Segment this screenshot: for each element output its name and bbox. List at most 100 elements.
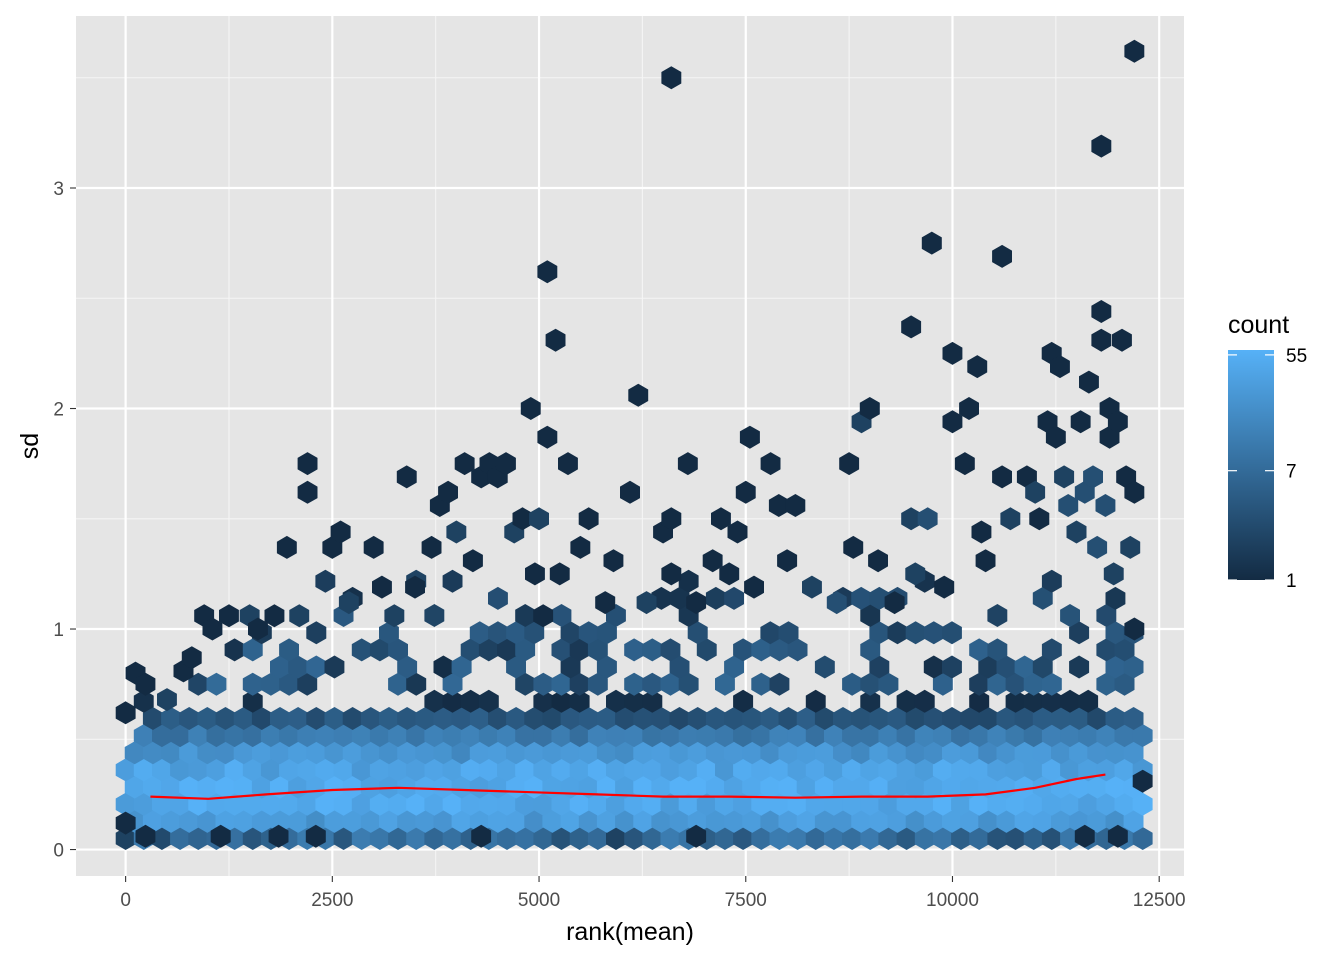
hexbin-cell <box>1091 134 1112 158</box>
hexbin-cell <box>715 758 735 782</box>
hexbin-cell <box>524 809 545 833</box>
hexbin-cell <box>1095 494 1116 517</box>
hexbin-cell <box>887 741 908 765</box>
hexbin-cell <box>512 507 533 531</box>
hexbin-cell <box>606 689 626 713</box>
hexbin-cell <box>978 741 999 765</box>
hexbin-cell <box>742 775 763 799</box>
hexbin-cell <box>369 792 390 816</box>
hexbin-cell <box>1123 655 1144 679</box>
hexbin-cell <box>975 549 996 573</box>
hexbin-cell <box>742 707 763 730</box>
hexbin-cell <box>469 621 490 645</box>
hexbin-cell <box>587 758 608 782</box>
hexbin-cell <box>306 809 327 833</box>
hexbin-cell <box>315 569 336 593</box>
hexbin-cell <box>715 672 735 696</box>
hexbin-cell <box>651 775 672 799</box>
hexbin-cell <box>923 707 944 730</box>
hexbin-cell <box>1032 809 1053 833</box>
hexbin-cell <box>860 604 881 627</box>
hexbin-cell <box>987 604 1008 627</box>
hexbin-cell <box>869 809 890 833</box>
hexbin-cell <box>551 724 572 748</box>
hexbin-cell <box>833 741 853 765</box>
hexbin-cell <box>996 707 1017 730</box>
hexbin-cell <box>415 775 436 799</box>
hexbin-cell <box>1023 724 1044 748</box>
hexbin-cell <box>224 724 245 748</box>
hexbin-cell <box>742 809 763 833</box>
hexbin-cell <box>642 827 663 850</box>
hexbin-cell <box>333 792 354 816</box>
hexbin-cell <box>851 586 872 610</box>
hexbin-cell <box>887 707 908 730</box>
hexbin-cell <box>351 638 372 662</box>
hexbin-cell <box>515 604 536 627</box>
trend-line-layer <box>150 773 1106 800</box>
hexbin-cell <box>805 724 826 748</box>
hexbin-cell <box>992 244 1012 268</box>
hexbin-cell <box>660 827 681 850</box>
x-axis-title: rank(mean) <box>566 918 694 946</box>
hexbin-cell <box>705 586 726 610</box>
hexbin-cell <box>369 724 390 748</box>
hexbin-cell <box>1074 480 1095 504</box>
hexbin-cell <box>1096 724 1117 748</box>
hexbin-cell <box>1023 672 1044 696</box>
hexbin-cell <box>406 758 427 782</box>
x-tick-label: 0 <box>120 890 131 911</box>
hexbin-cell <box>687 707 708 730</box>
hexbin-cell <box>733 689 754 713</box>
hexbin-cell <box>297 480 318 504</box>
hexbin-cell <box>778 775 799 799</box>
hexbin-cell <box>1041 689 1062 713</box>
hexbin-cell <box>545 328 566 352</box>
hexbin-cell <box>620 480 640 504</box>
hexbin-cell <box>905 809 926 833</box>
hexbin-cell <box>242 638 263 662</box>
hexbin-cell <box>560 809 581 833</box>
hexbin-cell <box>923 621 944 645</box>
hexbin-cell <box>595 591 616 615</box>
hexbin-cell <box>702 549 723 573</box>
hexbin-cell <box>1069 741 1090 765</box>
hexbin-cell <box>596 741 617 765</box>
hexbin-cell <box>115 758 136 782</box>
hexbin-cell <box>157 688 177 712</box>
hexbin-cell <box>276 535 297 559</box>
hexbin-cell <box>978 809 999 833</box>
hexbin-cell <box>497 792 517 816</box>
hexbin-cell <box>1054 465 1075 489</box>
hexbin-cell <box>260 724 281 748</box>
hexbin-cell <box>1105 707 1126 730</box>
hexbin-cell <box>342 707 363 730</box>
hexbin-cell <box>388 724 408 748</box>
hexbin-cell <box>351 792 372 816</box>
hexbin-cell <box>942 655 962 679</box>
hexbin-cell <box>751 827 772 850</box>
hexbin-cell <box>868 549 888 573</box>
hexbin-cell <box>152 792 172 816</box>
hexbin-cell <box>896 758 917 782</box>
hexbin-cell <box>460 724 481 748</box>
hexbin-cell <box>796 707 817 730</box>
hexbin-cell <box>578 621 599 645</box>
hexbin-cell <box>917 507 938 531</box>
hexbin-cell <box>124 775 145 799</box>
hexbin-cell <box>181 646 202 670</box>
hexbin-cell <box>987 792 1008 816</box>
hexbin-cell <box>1114 672 1135 696</box>
hexbin-cell <box>529 507 549 531</box>
hexbin-cell <box>787 638 808 662</box>
hexbin-cell <box>660 672 681 696</box>
hexbin-cell <box>724 586 744 610</box>
hexbin-cell <box>760 775 781 799</box>
hexbin-cell <box>551 638 572 662</box>
hexbin-cell <box>433 775 454 799</box>
hexbin-cell <box>1124 617 1145 641</box>
hexbin-cell <box>288 741 309 765</box>
hexbin-cell <box>724 741 744 765</box>
hexbin-cell <box>242 672 263 696</box>
hexbin-cell <box>633 741 654 765</box>
